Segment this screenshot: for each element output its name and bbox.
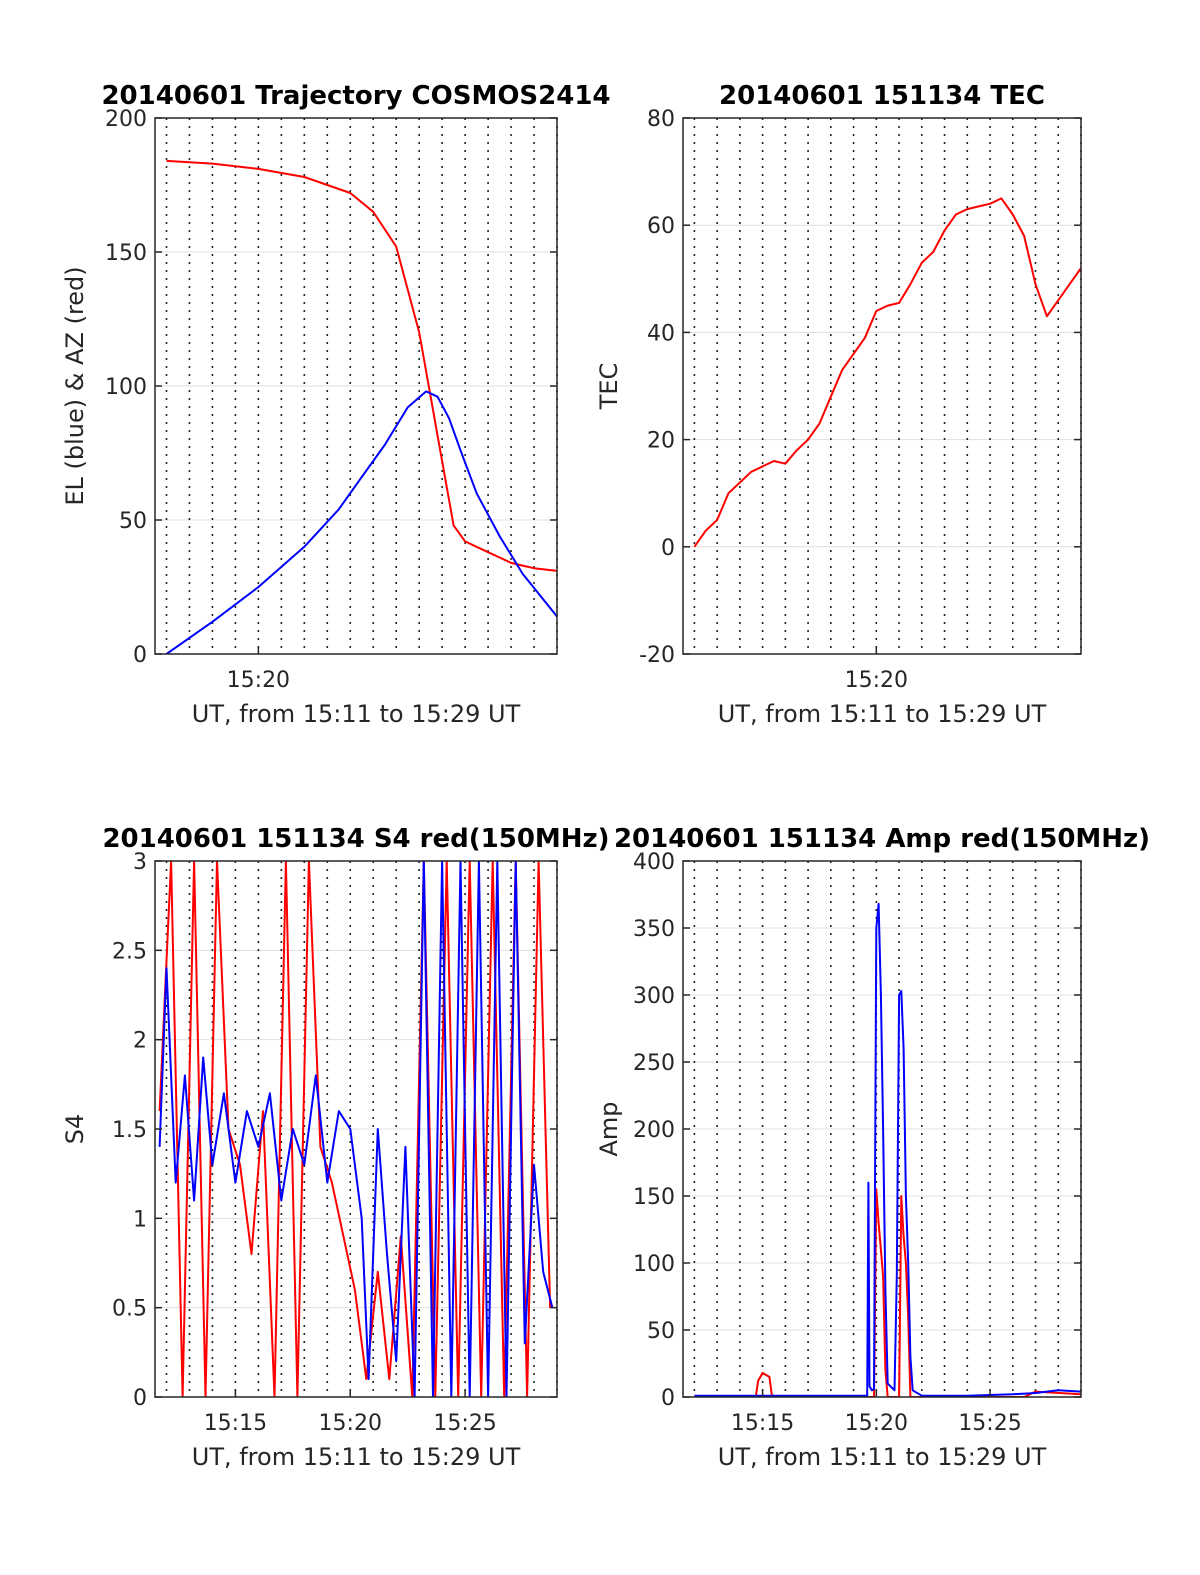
y-tick-label: 1 [133, 1207, 147, 1232]
series-line-1 [694, 1188, 1081, 1397]
y-tick-label: 0 [661, 536, 675, 561]
chart-panel-4: 0 50 100 150 200 250 300 350 400 15:15 15:20 15:25 2… [595, 824, 1150, 1471]
x-tick-label: 15:15 [204, 1411, 267, 1436]
series-line-1 [693, 197, 1081, 548]
y-tick-label: 0 [133, 1386, 147, 1411]
y-tick-label: 0 [133, 643, 147, 668]
y-tick-label: 100 [633, 1252, 675, 1277]
chart-panel-1: 0 50 100 150 200 15:20 20140601 Trajectory COS… [61, 81, 611, 728]
y-tick-label: 400 [633, 850, 675, 875]
chart-panel-3: 0 0.5 1 1.5 2 2.5 3 15:15 15:20 15:25 20140601 151… [61, 824, 610, 1471]
y-tick-label: 1.5 [112, 1118, 147, 1143]
y-tick-label: 2 [133, 1029, 147, 1054]
series-line-2 [158, 861, 554, 1397]
y-tick-label: 80 [647, 107, 675, 132]
chart-title: 20140601 151134 TEC [719, 81, 1045, 111]
series-line-2 [694, 902, 1081, 1397]
y-tick-label: 3 [133, 850, 147, 875]
chart-panel-2: -20 0 20 40 60 80 15:20 20140601 151134 TEC UT, … [595, 81, 1082, 728]
y-tick-label: 20 [647, 429, 675, 454]
chart-title: 20140601 Trajectory COSMOS2414 [101, 81, 610, 111]
x-tick-label: 15:25 [958, 1411, 1021, 1436]
y-axis-label: Amp [595, 1101, 623, 1156]
y-tick-label: 0.5 [112, 1297, 147, 1322]
series-line-1 [166, 159, 557, 572]
x-axis-label: UT, from 15:11 to 15:29 UT [192, 700, 521, 728]
y-tick-label: 2.5 [112, 939, 147, 964]
x-axis-label: UT, from 15:11 to 15:29 UT [718, 700, 1047, 728]
y-tick-label: -20 [639, 643, 675, 668]
y-tick-label: 100 [105, 375, 147, 400]
x-axis-label: UT, from 15:11 to 15:29 UT [192, 1443, 521, 1471]
y-tick-label: 350 [633, 917, 675, 942]
y-tick-label: 50 [647, 1319, 675, 1344]
chart-title: 20140601 151134 Amp red(150MHz) [614, 824, 1150, 854]
y-tick-label: 200 [105, 107, 147, 132]
y-tick-label: 300 [633, 984, 675, 1009]
y-tick-label: 150 [633, 1185, 675, 1210]
x-tick-label: 15:20 [319, 1411, 382, 1436]
y-tick-label: 150 [105, 241, 147, 266]
y-axis-label: S4 [61, 1114, 89, 1145]
y-tick-label: 200 [633, 1118, 675, 1143]
axes-box [682, 117, 1082, 655]
y-tick-label: 60 [647, 214, 675, 239]
y-tick-label: 0 [661, 1386, 675, 1411]
x-tick-label: 15:20 [227, 668, 290, 693]
x-tick-label: 15:20 [845, 668, 908, 693]
y-tick-label: 50 [119, 509, 147, 534]
y-tick-label: 250 [633, 1051, 675, 1076]
x-tick-label: 15:20 [845, 1411, 908, 1436]
y-tick-label: 40 [647, 321, 675, 346]
x-tick-label: 15:25 [433, 1411, 496, 1436]
x-axis-label: UT, from 15:11 to 15:29 UT [718, 1443, 1047, 1471]
x-tick-label: 15:15 [731, 1411, 794, 1436]
y-axis-label: EL (blue) & AZ (red) [61, 266, 89, 505]
series-line-2 [165, 390, 557, 654]
chart-title: 20140601 151134 S4 red(150MHz) [102, 824, 609, 854]
y-axis-label: TEC [595, 363, 623, 411]
